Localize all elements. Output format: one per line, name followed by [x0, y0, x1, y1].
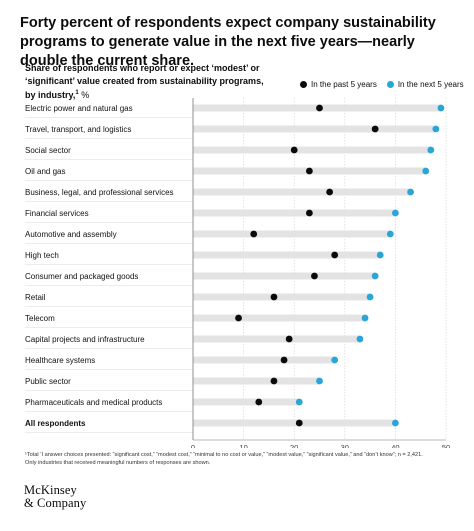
subtitle-text: Share of respondents who report or expec…	[25, 63, 264, 100]
category-label: Automotive and assembly	[25, 230, 117, 239]
chart-subtitle: Share of respondents who report or expec…	[25, 62, 270, 102]
legend-dot-next	[386, 81, 394, 88]
range-bar	[193, 293, 371, 301]
category-label: Healthcare systems	[25, 356, 95, 365]
category-label: All respondents	[25, 419, 86, 428]
category-label: Pharmaceuticals and medical products	[25, 398, 162, 407]
x-tick-label: 40	[391, 443, 399, 448]
logo-line-2: & Company	[24, 496, 87, 510]
past-5-years-dot	[326, 188, 334, 196]
past-5-years-dot	[295, 419, 303, 427]
range-bar	[193, 419, 396, 427]
range-bar	[193, 188, 411, 196]
category-label: Travel, transport, and logistics	[25, 125, 131, 134]
range-bar	[193, 230, 391, 238]
range-bar	[193, 335, 360, 343]
range-bar	[193, 209, 396, 217]
legend: In the past 5 years In the next 5 years	[300, 80, 464, 89]
past-5-years-dot	[305, 167, 313, 175]
past-5-years-dot	[235, 314, 242, 322]
next-5-years-dot	[331, 356, 339, 364]
past-5-years-dot	[316, 104, 323, 112]
x-tick-label: 30	[341, 443, 349, 448]
footnote: ¹Total ’I answer choices presented: “sig…	[25, 451, 455, 467]
x-tick-label: 50	[442, 443, 450, 448]
legend-label-next: In the next 5 years	[397, 80, 464, 89]
logo-line-1: McKinsey	[24, 483, 77, 497]
category-label: Telecom	[25, 314, 55, 323]
past-5-years-dot	[250, 230, 258, 238]
next-5-years-dot	[427, 146, 435, 154]
past-5-years-dot	[280, 356, 288, 364]
next-5-years-dot	[386, 230, 394, 238]
dot-chart: Electric power and natural gas Travel, tr…	[25, 98, 450, 448]
next-5-years-dot	[361, 314, 369, 322]
range-bar	[193, 398, 300, 406]
next-5-years-dot	[366, 293, 374, 301]
subtitle-footnote-marker: 1	[75, 90, 79, 96]
range-bar	[193, 356, 335, 364]
category-label: Capital projects and infrastructure	[25, 335, 145, 344]
x-tick-label: 10	[239, 443, 247, 448]
category-label: Retail	[25, 293, 46, 302]
next-5-years-dot	[371, 272, 379, 280]
footnote-line-1: ¹Total ’I answer choices presented: “sig…	[25, 452, 423, 458]
next-5-years-dot	[437, 104, 445, 112]
chart-title: Forty percent of respondents expect comp…	[20, 15, 436, 69]
mckinsey-logo: McKinsey & Company	[24, 484, 86, 510]
legend-item-next: In the next 5 years	[386, 80, 464, 89]
past-5-years-dot	[305, 209, 313, 217]
x-tick-label: 0	[191, 443, 195, 448]
category-label: Business, legal, and professional servic…	[25, 188, 174, 197]
next-5-years-dot	[407, 188, 414, 196]
category-label: Consumer and packaged goods	[25, 272, 138, 281]
x-tick-label: 20	[290, 443, 298, 448]
past-5-years-dot	[255, 398, 263, 406]
next-5-years-dot	[316, 377, 323, 385]
past-5-years-dot	[285, 335, 293, 343]
range-bar	[193, 377, 320, 385]
next-5-years-dot	[392, 419, 399, 427]
next-5-years-dot	[392, 209, 399, 217]
past-5-years-dot	[311, 272, 318, 280]
range-bar	[193, 314, 366, 322]
category-label: Public sector	[25, 377, 71, 386]
category-label: Oil and gas	[25, 167, 65, 176]
subtitle-unit: %	[78, 90, 90, 100]
category-label: Financial services	[25, 209, 89, 218]
range-bar	[193, 125, 436, 133]
next-5-years-dot	[432, 125, 440, 133]
past-5-years-dot	[371, 125, 379, 133]
past-5-years-dot	[331, 251, 339, 259]
category-label: High tech	[25, 251, 59, 260]
next-5-years-dot	[295, 398, 303, 406]
footnote-line-2: Only industries that received meaningful…	[25, 460, 211, 466]
past-5-years-dot	[290, 146, 298, 154]
range-bar	[193, 146, 431, 154]
next-5-years-dot	[356, 335, 364, 343]
range-bar	[193, 272, 376, 280]
legend-dot-past	[300, 81, 307, 88]
legend-label-past: In the past 5 years	[311, 80, 377, 89]
past-5-years-dot	[270, 377, 278, 385]
legend-item-past: In the past 5 years	[300, 80, 377, 89]
past-5-years-dot	[270, 293, 278, 301]
category-label: Electric power and natural gas	[25, 104, 133, 113]
category-label: Social sector	[25, 146, 71, 155]
next-5-years-dot	[376, 251, 384, 259]
range-bar	[193, 251, 381, 259]
next-5-years-dot	[422, 167, 430, 175]
